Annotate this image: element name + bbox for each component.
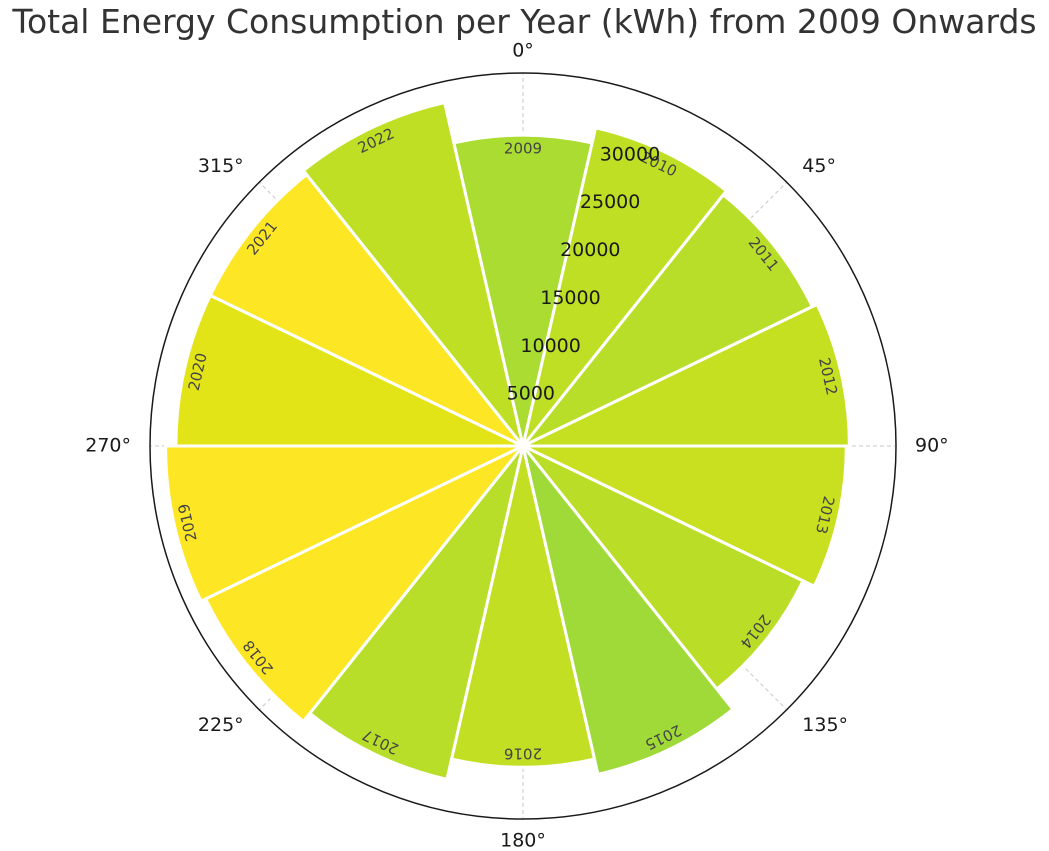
- bar-2011: [521, 192, 815, 448]
- bar-label-2009: 2009: [504, 140, 542, 158]
- bar-2009: [452, 133, 594, 447]
- radial-tick-label: 30000: [600, 143, 660, 165]
- bar-layer: [164, 100, 851, 782]
- angle-tick-label: 45°: [802, 155, 836, 177]
- radial-tick-label: 15000: [540, 287, 600, 309]
- angle-tick-label: 135°: [802, 714, 848, 736]
- bar-2012: [522, 302, 851, 448]
- angle-tick-label: 180°: [500, 830, 546, 851]
- bar-2020: [174, 293, 524, 448]
- radial-tick-label: 20000: [560, 239, 620, 261]
- radial-tick-label: 10000: [520, 335, 580, 357]
- angle-tick-label: 0°: [512, 40, 534, 62]
- label-layer: 2009 201020112012201320142015201620172018…: [175, 124, 841, 762]
- bar-2015: [521, 445, 736, 777]
- bar-2013: [522, 444, 848, 589]
- bar-2016: [449, 445, 597, 769]
- angle-tick-label: 225°: [198, 714, 244, 736]
- radial-tick-label: 5000: [507, 383, 555, 405]
- radial-tick-label: 25000: [580, 191, 640, 213]
- polar-frame: [149, 72, 897, 820]
- bar-2017: [307, 445, 525, 782]
- frame-layer: 0° 45° 90° 135° 180° 225° 270° 315°: [85, 40, 948, 851]
- angle-tick-label: 90°: [915, 435, 949, 457]
- angle-tick-label: 315°: [198, 155, 244, 177]
- bar-2022: [301, 100, 525, 447]
- chart-title: Total Energy Consumption per Year (kWh) …: [12, 2, 1037, 41]
- angle-tick-label: 270°: [85, 435, 131, 457]
- bar-2019: [164, 444, 524, 604]
- bar-2010: [521, 126, 729, 447]
- bar-label-2016: 2016: [504, 745, 542, 763]
- bar-2014: [521, 444, 806, 692]
- bar-2018: [203, 444, 525, 724]
- bar-2021: [208, 172, 525, 448]
